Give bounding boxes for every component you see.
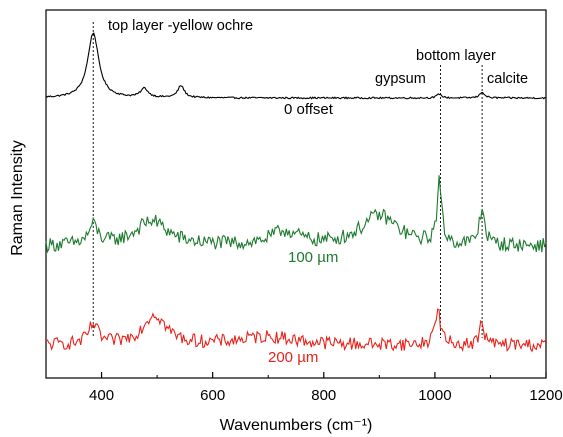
x-axis-ticks: 400 600 800 1000 1200 xyxy=(45,372,563,404)
series-line-1 xyxy=(45,175,547,254)
series-layer xyxy=(45,32,547,353)
annotation-top-layer: top layer -yellow ochre xyxy=(108,18,253,34)
reference-lines xyxy=(92,22,483,338)
series-label-100um: 100 µm xyxy=(288,249,338,266)
x-tick-label-400: 400 xyxy=(89,387,114,404)
annotation-gypsum: gypsum xyxy=(375,71,426,87)
x-tick-label-1200: 1200 xyxy=(529,387,562,404)
y-axis-title: Raman Intensity xyxy=(9,140,26,256)
series-label-200um: 200 µm xyxy=(268,349,318,366)
x-axis-title: Wavenumbers (cm⁻¹) xyxy=(220,417,373,434)
annotation-bottom-layer: bottom layer xyxy=(416,48,496,64)
series-line-0 xyxy=(45,32,547,100)
series-line-2 xyxy=(45,308,547,353)
annotation-calcite: calcite xyxy=(487,71,528,87)
x-tick-label-800: 800 xyxy=(311,387,336,404)
x-tick-label-1000: 1000 xyxy=(418,387,451,404)
plot-area-frame xyxy=(45,9,547,379)
series-label-0-offset: 0 offset xyxy=(284,101,334,118)
x-tick-label-600: 600 xyxy=(200,387,225,404)
